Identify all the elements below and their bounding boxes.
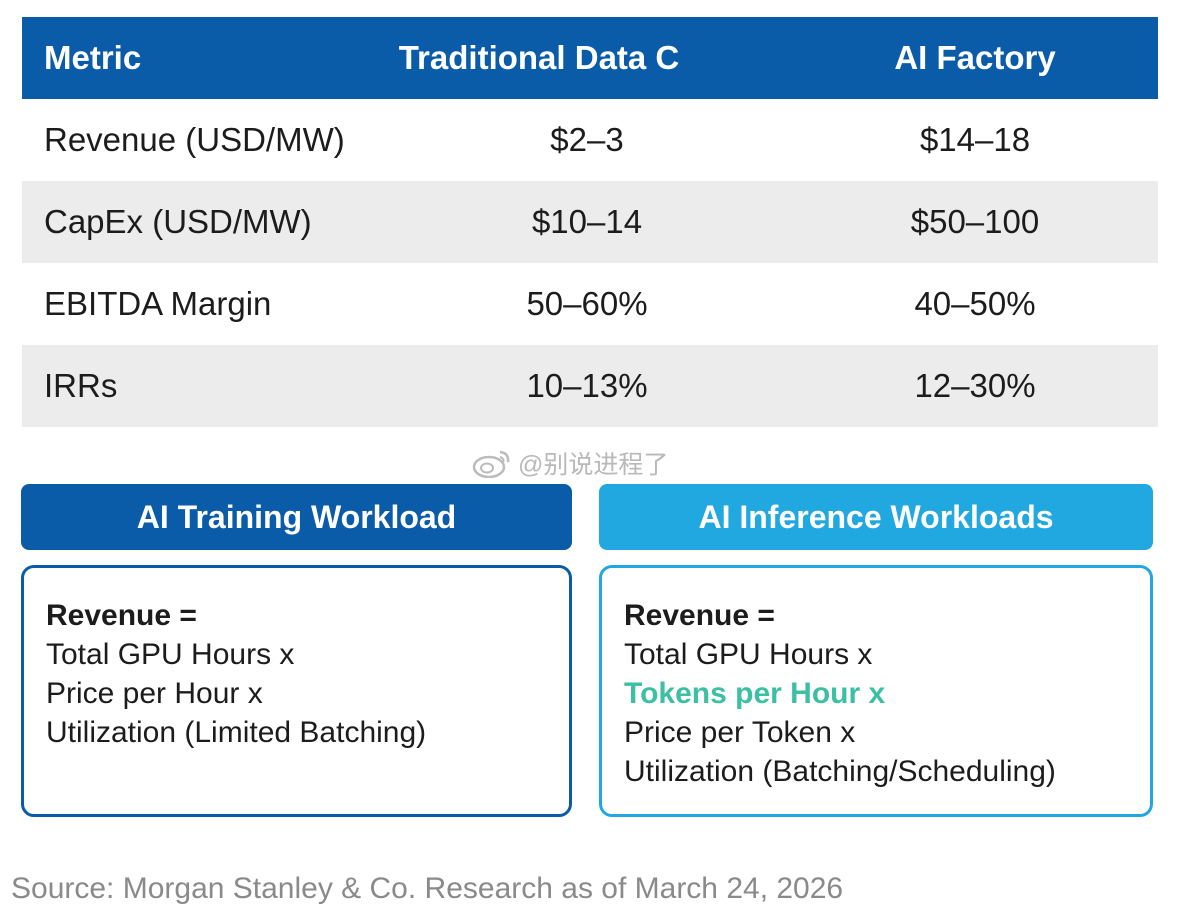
row-metric-label: IRRs bbox=[44, 367, 118, 404]
inference-revenue-formula: Revenue = Total GPU Hours x Tokens per H… bbox=[599, 565, 1153, 817]
watermark-text: @别说进程了 bbox=[518, 451, 669, 479]
row-traditional-value: $2–3 bbox=[550, 121, 624, 158]
source-note: Source: Morgan Stanley & Co. Research as… bbox=[11, 872, 844, 905]
watermark: @别说进程了 bbox=[472, 446, 668, 480]
formula-term: Utilization (Limited Batching) bbox=[46, 716, 427, 749]
row-traditional-value: 10–13% bbox=[526, 367, 648, 404]
row-ai-factory-value: 12–30% bbox=[914, 367, 1036, 404]
row-metric-label: EBITDA Margin bbox=[44, 285, 272, 322]
header-metric: Metric bbox=[44, 39, 142, 76]
formula-term: Total GPU Hours x bbox=[624, 638, 873, 671]
table-row: CapEx (USD/MW) $10–14 $50–100 bbox=[22, 181, 1158, 263]
header-traditional-data-center: Traditional Data C bbox=[398, 39, 680, 76]
inference-workloads-header: AI Inference Workloads bbox=[599, 484, 1153, 550]
formula-term: Price per Hour x bbox=[46, 677, 263, 710]
training-workload-header: AI Training Workload bbox=[21, 484, 572, 550]
row-ai-factory-value: $50–100 bbox=[910, 203, 1040, 240]
row-traditional-value: 50–60% bbox=[526, 285, 648, 322]
table-row: IRRs 10–13% 12–30% bbox=[22, 345, 1158, 427]
table-row: EBITDA Margin 50–60% 40–50% bbox=[22, 263, 1158, 345]
formula-term: Price per Token x bbox=[624, 716, 856, 749]
table-row: Revenue (USD/MW) $2–3 $14–18 bbox=[22, 99, 1158, 181]
row-metric-label: CapEx (USD/MW) bbox=[44, 203, 312, 240]
row-ai-factory-value: $14–18 bbox=[919, 121, 1031, 158]
formula-term-highlighted: Tokens per Hour x bbox=[624, 677, 886, 710]
comparison-table: Metric Traditional Data C AI Factory Rev… bbox=[22, 17, 1158, 427]
row-ai-factory-value: 40–50% bbox=[914, 285, 1036, 322]
formula-heading: Revenue = bbox=[46, 599, 197, 632]
table-header: Metric Traditional Data C AI Factory bbox=[22, 17, 1158, 99]
row-traditional-value: $10–14 bbox=[531, 203, 643, 240]
formula-heading: Revenue = bbox=[624, 599, 775, 632]
header-ai-factory: AI Factory bbox=[894, 39, 1056, 76]
weibo-logo-icon bbox=[472, 450, 510, 478]
training-revenue-formula: Revenue = Total GPU Hours x Price per Ho… bbox=[21, 565, 572, 817]
row-metric-label: Revenue (USD/MW) bbox=[44, 121, 345, 158]
formula-term: Utilization (Batching/Scheduling) bbox=[624, 755, 1056, 788]
formula-term: Total GPU Hours x bbox=[46, 638, 295, 671]
